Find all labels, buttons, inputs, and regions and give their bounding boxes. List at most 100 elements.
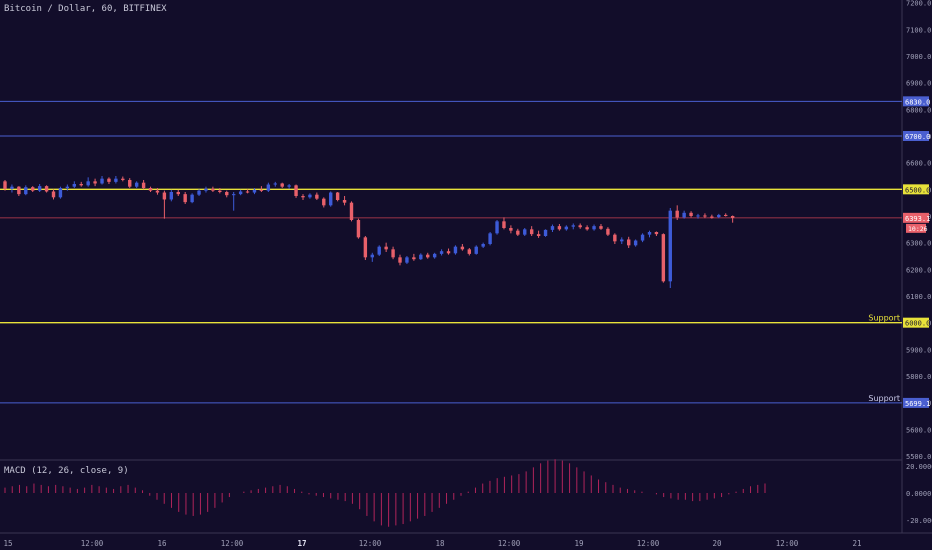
candle-body xyxy=(398,257,402,263)
candle-body xyxy=(329,192,333,206)
candle-body xyxy=(363,237,368,258)
candle-body xyxy=(633,240,638,246)
candle-body xyxy=(488,233,492,244)
candle-body xyxy=(627,239,631,246)
time-tick-label: 17 xyxy=(297,539,306,548)
candle-body xyxy=(231,194,236,196)
grid-lines xyxy=(0,0,932,534)
level-axis-badge xyxy=(903,397,929,408)
candle-body xyxy=(204,188,208,191)
time-tick-label: 15 xyxy=(3,539,12,548)
candle-body xyxy=(412,257,416,260)
price-tick-label: 6300.0 xyxy=(906,240,931,248)
price-tick-label: 6200.0 xyxy=(906,266,931,274)
price-candles xyxy=(3,176,735,288)
candle-body xyxy=(294,185,298,196)
candle-body xyxy=(696,215,700,217)
level-axis-badge xyxy=(903,184,929,195)
candle-body xyxy=(516,230,520,235)
macd-title: MACD (12, 26, close, 9) xyxy=(4,466,129,476)
candle-body xyxy=(280,183,284,187)
level-axis-label: 6000.0 xyxy=(905,320,930,328)
candle-body xyxy=(536,234,541,236)
candle-body xyxy=(238,191,243,195)
candle-body xyxy=(509,228,513,231)
candle-body xyxy=(391,249,395,258)
time-tick-label: 12:00 xyxy=(776,539,799,548)
time-tick-label: 21 xyxy=(852,539,861,548)
candle-body xyxy=(467,249,472,254)
candle-body xyxy=(301,196,305,198)
candle-body xyxy=(730,216,735,218)
price-tick-label: 6800.0 xyxy=(906,106,931,114)
candle-body xyxy=(613,234,617,242)
time-axis[interactable]: 15 12:00 16 12:00 17 12:00 18 12:00 19 12:00 20 12:… xyxy=(3,539,861,548)
candle-body xyxy=(17,186,21,195)
time-tick-label: 18 xyxy=(435,539,445,548)
candle-body xyxy=(93,181,97,184)
candle-body xyxy=(564,226,569,230)
price-axis[interactable]: 7200.0 7100.0 7000.0 6900.0 6800.0 6700.0 6600… xyxy=(903,0,932,525)
time-tick-label: 19 xyxy=(574,539,583,548)
candle-body xyxy=(134,182,139,187)
candle-body xyxy=(481,244,485,247)
candle-body xyxy=(190,194,194,203)
price-tick-label: 6100.0 xyxy=(906,293,931,301)
price-tick-label: 7200.0 xyxy=(906,0,931,8)
macd-histogram xyxy=(4,459,766,527)
candle-body xyxy=(578,225,582,228)
candle-body xyxy=(141,182,146,188)
candle-body xyxy=(606,228,610,235)
candle-body xyxy=(474,246,478,254)
candle-body xyxy=(571,225,575,227)
time-tick-label: 12:00 xyxy=(498,539,521,548)
candle-body xyxy=(682,212,686,218)
macd-tick-label: 20.0000 xyxy=(906,463,932,471)
candle-body xyxy=(121,178,125,180)
candle-body xyxy=(439,251,444,254)
candle-body xyxy=(453,246,458,254)
current-price-badge xyxy=(903,212,929,223)
candle-body xyxy=(384,246,388,250)
candle-body xyxy=(349,202,354,220)
horizontal-levels: Support Support xyxy=(0,100,902,404)
candle-body xyxy=(377,246,381,255)
macd-tick-label: 0.0000 xyxy=(906,490,931,498)
candle-body xyxy=(58,188,63,198)
candle-body xyxy=(717,214,721,218)
level-axis-badge xyxy=(903,131,929,141)
candle-body xyxy=(620,239,624,242)
price-tick-label: 7100.0 xyxy=(906,26,931,34)
price-tick-label: 5600.0 xyxy=(906,426,931,434)
candle-body xyxy=(266,184,271,191)
candle-body xyxy=(460,246,465,250)
candle-body xyxy=(523,229,527,235)
price-tick-label: 6900.0 xyxy=(906,80,931,88)
candle-body xyxy=(259,189,264,191)
candle-body xyxy=(426,254,430,258)
candle-body xyxy=(322,198,326,206)
candle-body xyxy=(72,184,76,187)
candle-body xyxy=(640,234,645,241)
candle-body xyxy=(31,187,35,191)
price-tick-label: 7000.0 xyxy=(906,53,931,61)
level-text: Support xyxy=(868,314,900,323)
candle-body xyxy=(647,232,652,235)
candle-body xyxy=(529,229,534,235)
candle-body xyxy=(37,186,42,191)
candle-body xyxy=(107,178,111,182)
candle-body xyxy=(176,192,180,195)
time-tick-label: 12:00 xyxy=(637,539,660,548)
candle-body xyxy=(315,194,319,199)
candle-body xyxy=(308,194,312,198)
candle-body xyxy=(79,184,83,186)
level-axis-badge xyxy=(903,317,929,328)
candle-body xyxy=(245,191,250,193)
candle-body xyxy=(148,188,153,191)
price-tick-label: 5500.0 xyxy=(906,453,931,461)
candle-body xyxy=(218,190,222,192)
price-tick-label: 6600.0 xyxy=(906,160,931,168)
candle-body xyxy=(100,178,104,184)
candle-body xyxy=(557,226,562,230)
